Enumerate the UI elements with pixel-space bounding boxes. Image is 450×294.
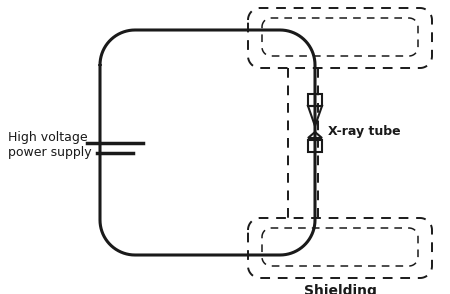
Text: X-ray tube: X-ray tube	[328, 126, 400, 138]
Text: High voltage
power supply: High voltage power supply	[8, 131, 92, 159]
Text: Shielding: Shielding	[304, 284, 377, 294]
